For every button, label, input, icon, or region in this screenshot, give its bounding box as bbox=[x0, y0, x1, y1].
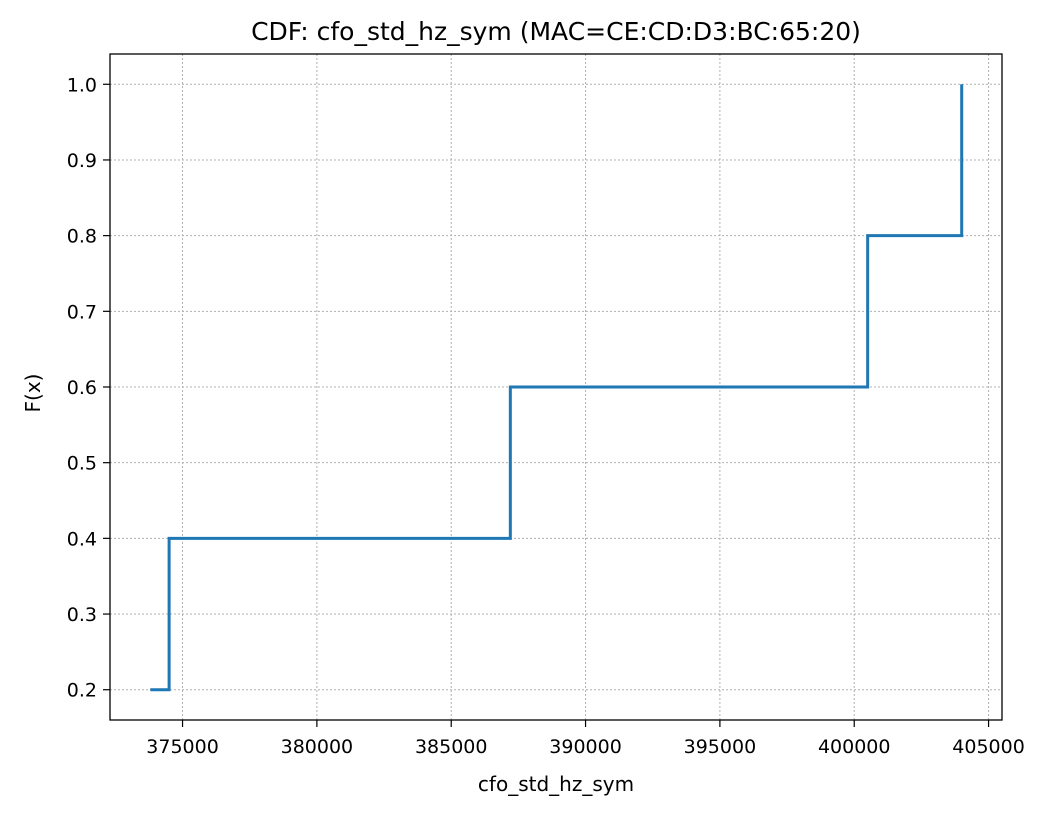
cdf-step-line bbox=[150, 84, 964, 692]
x-tick-label: 400000 bbox=[818, 736, 891, 758]
x-axis-label: cfo_std_hz_sym bbox=[478, 772, 634, 796]
y-tick-label: 0.8 bbox=[67, 226, 97, 248]
y-tick-label: 0.5 bbox=[67, 453, 97, 475]
x-tick-label: 375000 bbox=[146, 736, 219, 758]
y-axis-ticks: 0.2 0.3 0.4 0.5 0.6 0.7 0.8 0.9 1.0 bbox=[67, 74, 110, 702]
y-tick-label: 0.2 bbox=[67, 680, 97, 702]
y-tick-label: 0.3 bbox=[67, 604, 97, 626]
x-tick-label: 395000 bbox=[684, 736, 757, 758]
series-layer bbox=[150, 84, 964, 692]
x-tick-label: 385000 bbox=[415, 736, 488, 758]
x-tick-label: 390000 bbox=[549, 736, 622, 758]
x-axis-ticks: 375000 380000 385000 390000 395000 400000 4050… bbox=[146, 720, 1025, 758]
y-tick-label: 0.9 bbox=[67, 150, 97, 172]
y-tick-label: 0.6 bbox=[67, 377, 97, 399]
chart-title: CDF: cfo_std_hz_sym (MAC=CE:CD:D3:BC:65:… bbox=[251, 17, 861, 46]
x-tick-label: 380000 bbox=[281, 736, 354, 758]
y-tick-label: 0.7 bbox=[67, 301, 97, 323]
x-tick-label: 405000 bbox=[952, 736, 1025, 758]
y-tick-label: 1.0 bbox=[67, 74, 97, 96]
y-tick-label: 0.4 bbox=[67, 528, 97, 550]
y-axis-label: F(x) bbox=[21, 374, 45, 413]
